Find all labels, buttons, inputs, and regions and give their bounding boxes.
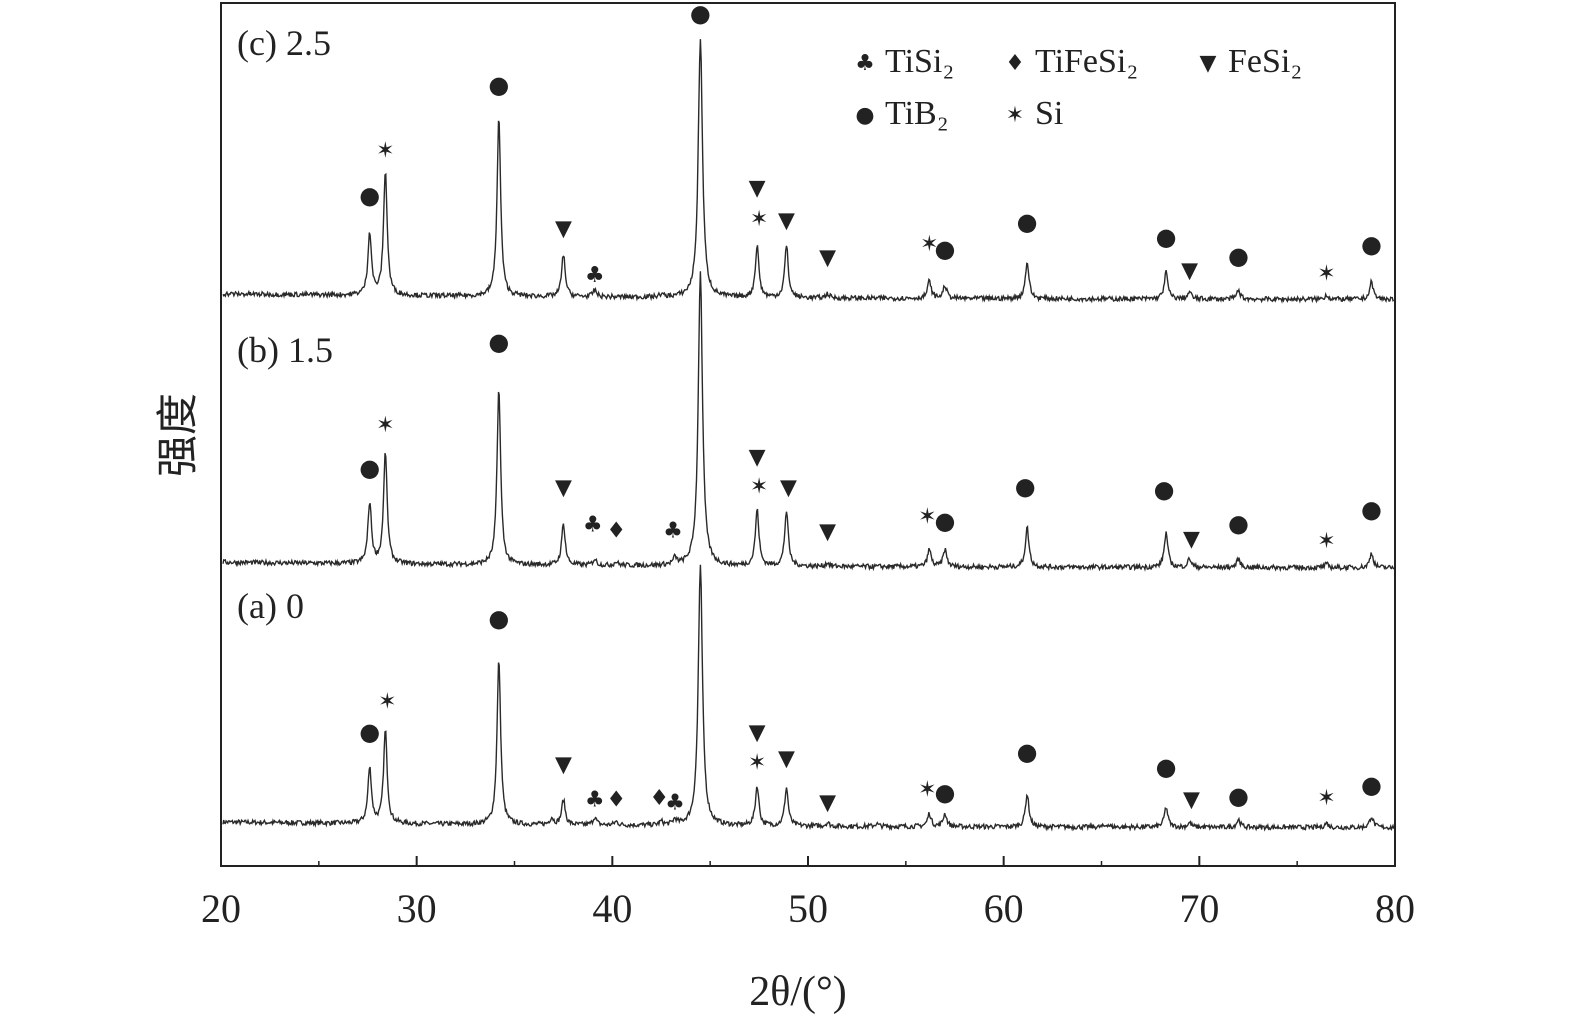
phase-markers: ●✶●▼♣ ♦ ♦♣▼✶ ▼▼✶●●●▼ ● ✶ ●●✶●▼♣ ♦ ♣▼✶ ▼▼✶●● ●▼●✶●●… [359, 0, 1382, 815]
marker-fesi2: ▼ [819, 790, 836, 815]
marker-si: ✶ [918, 505, 936, 530]
marker-tib2: ● [1156, 753, 1177, 781]
series-label: (a) 0 [237, 586, 304, 626]
x-tick-label: 40 [592, 886, 632, 931]
legend-item-fesi2: ▼ FeSi₂ [1200, 43, 1303, 80]
marker-fesi2: ▼ [1183, 527, 1200, 552]
marker-tib2: ● [690, 0, 711, 27]
marker-fesi2: ▼ [555, 752, 572, 777]
x-tick-label: 50 [788, 886, 828, 931]
marker-tisi2: ♣ [583, 512, 603, 537]
legend-label: FeSi₂ [1228, 43, 1302, 80]
marker-tisi2: ♣ [665, 790, 685, 815]
marker-fesi2: ▼ [819, 519, 836, 544]
legend-symbol-icon: ♣ [855, 51, 875, 76]
x-tick-label: 30 [397, 886, 437, 931]
legend-symbol-icon: ▼ [1200, 51, 1217, 76]
x-tick-label: 80 [1375, 886, 1415, 931]
marker-tib2: ● [1017, 208, 1038, 236]
marker-si: ✶ [376, 139, 394, 164]
marker-tib2: ● [1228, 782, 1249, 810]
legend: ♣ TiSi₂ ♦ TiFeSi₂ ▼ FeSi₂ ● TiB₂ ✶ Si [855, 43, 1302, 132]
marker-si: ✶ [750, 207, 768, 232]
marker-tisi2: ♣ [585, 263, 605, 288]
x-tick-label: 60 [984, 886, 1024, 931]
marker-fesi2: ▼ [749, 445, 766, 470]
marker-tib2: ● [488, 604, 509, 632]
marker-tib2: ● [488, 328, 509, 356]
series-traces [222, 39, 1395, 832]
marker-fesi2: ▼ [780, 475, 797, 500]
marker-si: ✶ [376, 413, 394, 438]
legend-label: TiB₂ [885, 95, 949, 132]
series-labels: (a) 0 (b) 1.5 (c) 2.5 [237, 23, 333, 626]
marker-si: ✶ [378, 689, 396, 714]
marker-tisi2: ♣ [663, 518, 683, 543]
marker-tib2: ● [1228, 509, 1249, 537]
marker-tifesi2: ♦ [606, 788, 626, 813]
marker-tib2: ● [934, 507, 955, 535]
marker-fesi2: ▼ [819, 246, 836, 271]
marker-tib2: ● [934, 779, 955, 807]
legend-label: TiSi₂ [885, 43, 954, 80]
legend-item-si: ✶ Si [1006, 95, 1064, 132]
marker-fesi2: ▼ [749, 720, 766, 745]
marker-tib2: ● [359, 181, 380, 209]
legend-symbol-icon: ● [855, 103, 874, 128]
legend-item-tifesi2: ♦ TiFeSi₂ [1005, 43, 1138, 80]
x-axis-label: 2θ/(°) [749, 969, 847, 1015]
marker-tib2: ● [1361, 771, 1382, 799]
marker-tib2: ● [1015, 472, 1036, 500]
marker-si: ✶ [918, 777, 936, 802]
marker-tib2: ● [488, 71, 509, 99]
marker-tib2: ● [1156, 223, 1177, 251]
marker-fesi2: ▼ [749, 176, 766, 201]
marker-si: ✶ [748, 751, 766, 776]
marker-fesi2: ▼ [1183, 788, 1200, 813]
marker-si: ✶ [1317, 529, 1335, 554]
marker-tib2: ● [934, 235, 955, 263]
marker-tib2: ● [359, 718, 380, 746]
series-line-0 [222, 564, 1395, 832]
marker-tifesi2: ♦ [649, 786, 669, 811]
marker-fesi2: ▼ [555, 216, 572, 241]
x-axis: 20 30 40 50 60 70 80 [201, 856, 1415, 931]
marker-tisi2: ♣ [585, 788, 605, 813]
legend-label: Si [1035, 95, 1063, 132]
marker-fesi2: ▼ [555, 475, 572, 500]
marker-fesi2: ▼ [778, 746, 795, 771]
y-axis-label: 强度 [156, 393, 202, 477]
marker-si: ✶ [920, 232, 938, 257]
marker-tifesi2: ♦ [606, 518, 626, 543]
marker-tib2: ● [1017, 738, 1038, 766]
plot-frame [220, 2, 1396, 867]
x-tick-label: 20 [201, 886, 241, 931]
marker-fesi2: ▼ [778, 209, 795, 234]
marker-tib2: ● [359, 454, 380, 482]
marker-fesi2: ▼ [1181, 259, 1198, 284]
series-label: (b) 1.5 [237, 330, 333, 370]
marker-si: ✶ [750, 474, 768, 499]
legend-label: TiFeSi₂ [1035, 43, 1138, 80]
marker-tib2: ● [1154, 476, 1175, 504]
marker-tib2: ● [1361, 231, 1382, 259]
legend-item-tisi2: ♣ TiSi₂ [855, 43, 954, 80]
marker-tib2: ● [1228, 242, 1249, 270]
legend-symbol-icon: ♦ [1005, 51, 1025, 76]
legend-item-tib2: ● TiB₂ [855, 95, 948, 132]
series-line-2 [222, 39, 1395, 304]
x-tick-label: 70 [1179, 886, 1219, 931]
series-line-1 [222, 271, 1395, 573]
marker-si: ✶ [1317, 786, 1335, 811]
series-label: (c) 2.5 [237, 23, 331, 63]
marker-tib2: ● [1361, 496, 1382, 524]
marker-si: ✶ [1317, 261, 1335, 286]
legend-symbol-icon: ✶ [1006, 103, 1024, 128]
